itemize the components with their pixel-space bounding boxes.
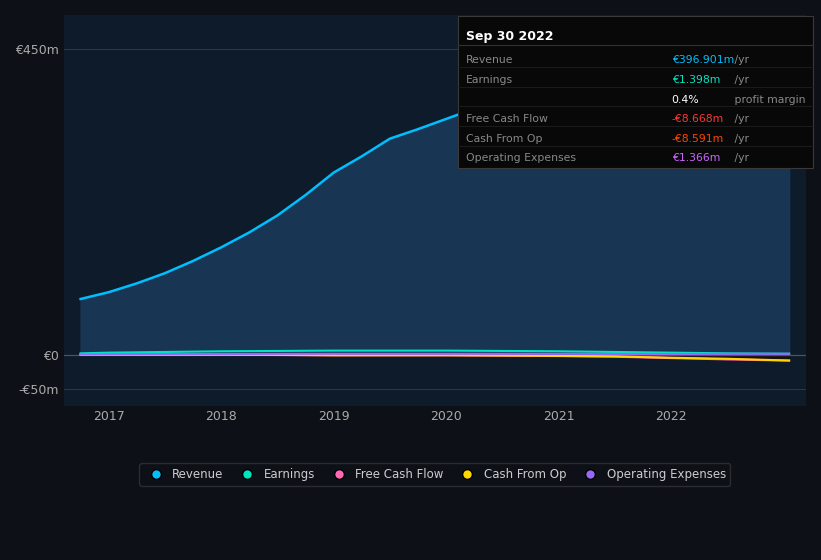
Text: Earnings: Earnings bbox=[466, 75, 513, 85]
Text: €396.901m: €396.901m bbox=[672, 55, 734, 66]
Text: /yr: /yr bbox=[731, 134, 749, 144]
Text: €1.398m: €1.398m bbox=[672, 75, 720, 85]
Text: profit margin: profit margin bbox=[731, 95, 805, 105]
Text: /yr: /yr bbox=[731, 75, 749, 85]
Text: /yr: /yr bbox=[731, 114, 749, 124]
Text: €1.366m: €1.366m bbox=[672, 153, 720, 164]
Text: Free Cash Flow: Free Cash Flow bbox=[466, 114, 548, 124]
Text: /yr: /yr bbox=[731, 55, 749, 66]
Text: /yr: /yr bbox=[731, 153, 749, 164]
Text: Sep 30 2022: Sep 30 2022 bbox=[466, 30, 554, 44]
Text: -€8.668m: -€8.668m bbox=[672, 114, 724, 124]
Text: Revenue: Revenue bbox=[466, 55, 514, 66]
Legend: Revenue, Earnings, Free Cash Flow, Cash From Op, Operating Expenses: Revenue, Earnings, Free Cash Flow, Cash … bbox=[140, 463, 731, 486]
Text: Cash From Op: Cash From Op bbox=[466, 134, 543, 144]
Text: Operating Expenses: Operating Expenses bbox=[466, 153, 576, 164]
Text: -€8.591m: -€8.591m bbox=[672, 134, 724, 144]
Text: 0.4%: 0.4% bbox=[672, 95, 699, 105]
